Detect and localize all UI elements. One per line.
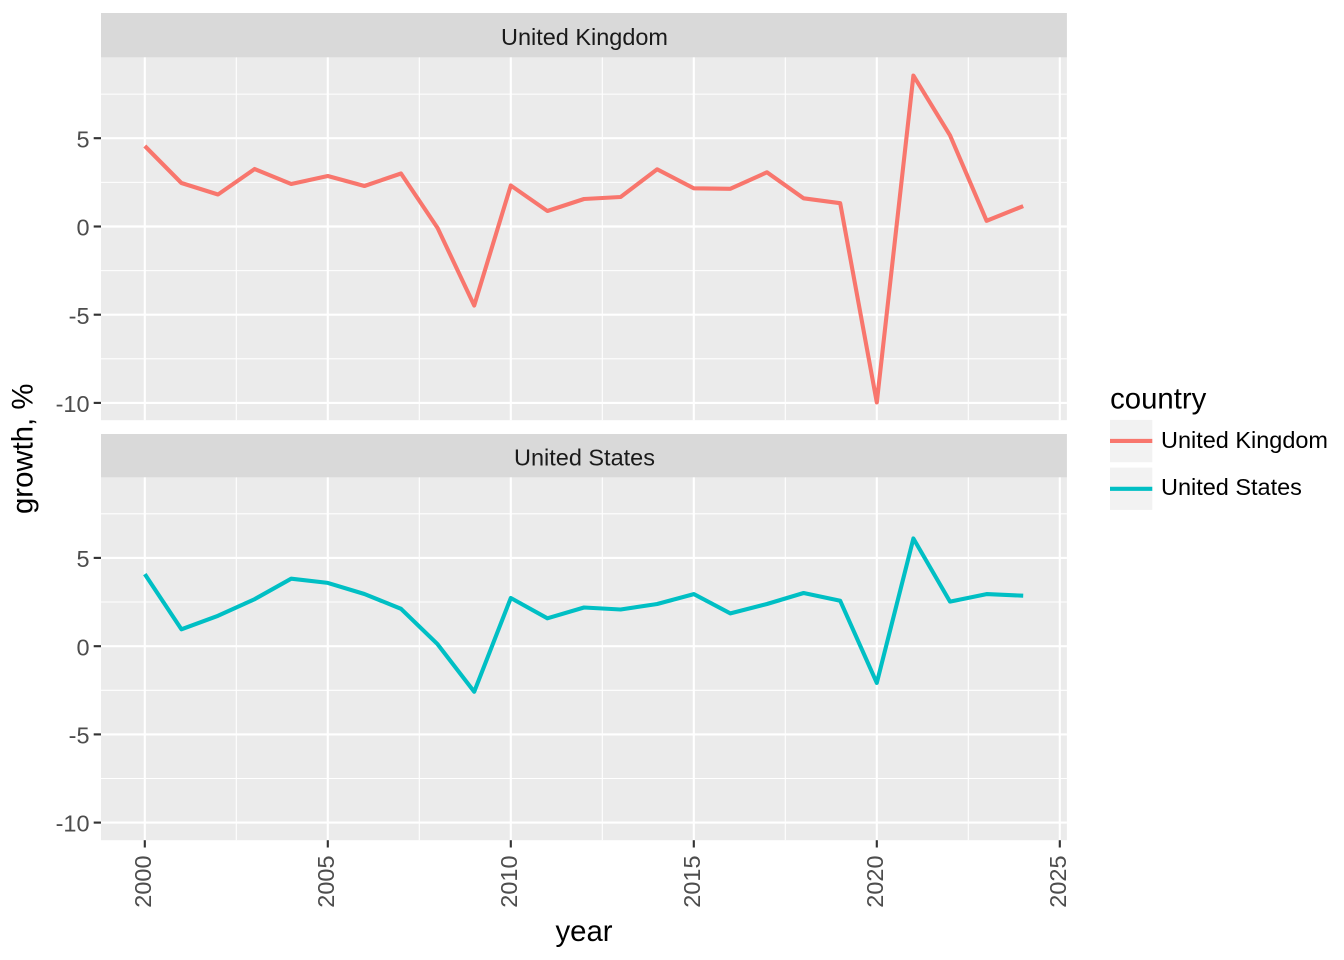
svg-text:growth, %: growth, % <box>7 384 40 514</box>
svg-text:2000: 2000 <box>130 856 156 908</box>
svg-text:country: country <box>1110 383 1207 416</box>
svg-text:-10: -10 <box>56 811 90 837</box>
svg-text:0: 0 <box>76 215 89 241</box>
svg-text:2025: 2025 <box>1045 856 1071 908</box>
svg-text:year: year <box>555 915 612 948</box>
svg-text:-10: -10 <box>56 391 90 417</box>
svg-text:2020: 2020 <box>862 856 888 908</box>
svg-text:-5: -5 <box>69 723 90 749</box>
svg-text:0: 0 <box>76 634 89 660</box>
svg-text:2005: 2005 <box>313 856 339 908</box>
svg-text:United Kingdom: United Kingdom <box>501 24 668 50</box>
svg-text:-5: -5 <box>69 303 90 329</box>
svg-text:United States: United States <box>1161 474 1302 500</box>
svg-text:5: 5 <box>76 126 89 152</box>
svg-text:United States: United States <box>514 444 655 470</box>
svg-text:5: 5 <box>76 546 89 572</box>
svg-text:United Kingdom: United Kingdom <box>1161 427 1328 453</box>
svg-text:2010: 2010 <box>496 856 522 908</box>
svg-text:2015: 2015 <box>679 856 705 908</box>
